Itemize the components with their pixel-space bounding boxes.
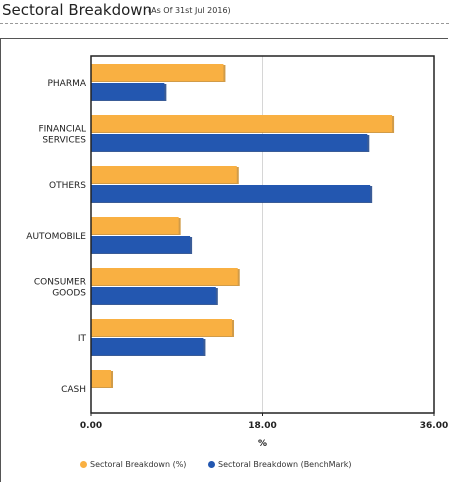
category-label-pharma: PHARMA (47, 79, 86, 89)
bar-benchmark-pharma (91, 83, 165, 100)
x-tick-label-2: 36.00 (420, 421, 448, 431)
category-label-it: IT (78, 334, 87, 344)
bar-benchmark-financial-services (91, 134, 368, 151)
category-label-cash: CASH (61, 385, 86, 395)
legend-label-benchmark: Sectoral Breakdown (BenchMark) (218, 460, 352, 469)
bar-fund-others (91, 166, 237, 183)
legend-dot-benchmark (208, 461, 215, 468)
chart-legend: Sectoral Breakdown (%) Sectoral Breakdow… (0, 460, 449, 476)
chart-panel (0, 38, 448, 482)
bar-fund-financial-services (91, 115, 393, 132)
legend-dot-fund (80, 461, 87, 468)
legend-label-fund: Sectoral Breakdown (%) (90, 460, 187, 469)
x-tick-label-0: 0.00 (80, 421, 102, 431)
category-label-financial-services: FINANCIAL SERVICES (38, 125, 86, 146)
x-tick-label-1: 18.00 (248, 421, 276, 431)
chart-header: Sectoral Breakdown (As Of 31st Jul 2016) (0, 0, 449, 24)
bar-fund-pharma (91, 64, 224, 81)
bar-fund-it (91, 319, 233, 336)
bar-benchmark-others (91, 185, 371, 202)
x-axis-label: % (258, 439, 267, 449)
legend-item-fund[interactable]: Sectoral Breakdown (%) (80, 460, 186, 469)
category-label-consumer-goods: CONSUMER GOODS (34, 278, 86, 299)
chart-subtitle: (As Of 31st Jul 2016) (148, 6, 231, 15)
sectoral-bar-chart: PHARMA FINANCIAL SERVICES OTHERS AUTOMOBILE C… (26, 55, 448, 449)
header-divider (0, 23, 449, 24)
bar-benchmark-it (91, 338, 204, 355)
chart-title: Sectoral Breakdown (2, 1, 153, 19)
bar-fund-cash (91, 370, 112, 387)
category-label-others: OTHERS (49, 181, 86, 191)
bar-fund-consumer-goods (91, 268, 238, 285)
bar-fund-automobile (91, 217, 179, 234)
bar-benchmark-consumer-goods (91, 287, 216, 304)
category-label-automobile: AUTOMOBILE (26, 232, 86, 242)
legend-item-benchmark[interactable]: Sectoral Breakdown (BenchMark) (208, 460, 352, 469)
bar-benchmark-automobile (91, 236, 191, 253)
